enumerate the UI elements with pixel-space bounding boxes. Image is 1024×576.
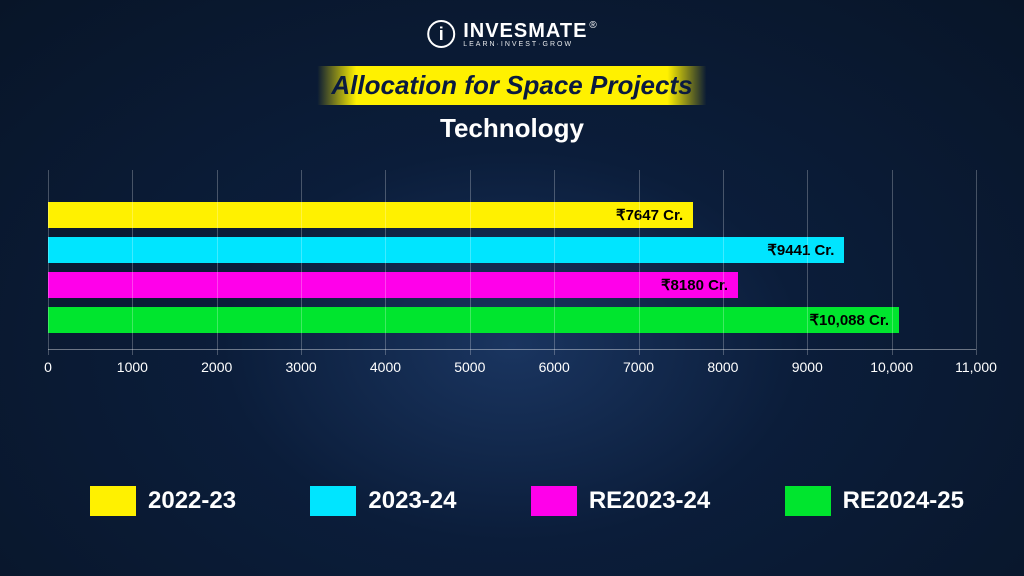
brand-name: INVESMATE [463,20,587,42]
legend-item: 2022-23 [90,486,236,516]
grid-line [892,170,893,355]
legend-swatch [90,486,136,516]
bar-value-label: ₹10,088 Cr. [809,311,889,329]
brand-mark: i [427,20,455,48]
grid-line [217,170,218,355]
grid-line [132,170,133,355]
legend-swatch [310,486,356,516]
axis-tick-label: 9000 [792,359,823,375]
brand-text: INVESMATE® LEARN·INVEST·GROW [463,21,597,48]
bar-value-label: ₹8180 Cr. [661,276,728,294]
axis-tick-label: 10,000 [870,359,913,375]
legend-label: 2022-23 [148,487,236,515]
bar: ₹9441 Cr. [48,237,844,263]
axis-tick-label: 1000 [117,359,148,375]
legend-label: 2023-24 [368,487,456,515]
brand-tagline: LEARN·INVEST·GROW [463,41,597,48]
brand-logo: i INVESMATE® LEARN·INVEST·GROW [427,20,597,48]
axis-tick-label: 2000 [201,359,232,375]
chart-subtitle: Technology [317,113,706,144]
legend-item: RE2023-24 [531,486,710,516]
axis-tick-label: 0 [44,359,52,375]
chart-title: Allocation for Space Projects [317,66,706,105]
chart-legend: 2022-23 2023-24 RE2023-24 RE2024-25 [90,486,964,516]
axis-tick-label: 3000 [286,359,317,375]
axis-tick-label: 11,000 [955,359,997,375]
axis-tick-label: 5000 [454,359,485,375]
axis-tick-label: 6000 [539,359,570,375]
grid-line [723,170,724,355]
grid-line [807,170,808,355]
grid-line [301,170,302,355]
legend-swatch [531,486,577,516]
legend-label: RE2023-24 [589,487,710,515]
grid-line [48,170,49,355]
legend-label: RE2024-25 [843,487,964,515]
bar-row: ₹10,088 Cr. [48,307,976,333]
bar-row: ₹7647 Cr. [48,202,976,228]
bar-row: ₹9441 Cr. [48,237,976,263]
bar-value-label: ₹7647 Cr. [616,206,683,224]
bar-value-label: ₹9441 Cr. [767,241,834,259]
bar: ₹8180 Cr. [48,272,738,298]
grid-line [385,170,386,355]
axis-tick-label: 7000 [623,359,654,375]
axis-tick-label: 8000 [707,359,738,375]
chart-bars: ₹7647 Cr. ₹9441 Cr. ₹8180 Cr. ₹10,088 Cr. [48,198,976,337]
chart-plot: ₹7647 Cr.₹9441 Cr.₹8180 Cr.₹10,088 Cr. 0… [48,170,976,350]
bar: ₹10,088 Cr. [48,307,899,333]
grid-line [976,170,977,355]
legend-item: RE2024-25 [785,486,964,516]
axis-tick-label: 4000 [370,359,401,375]
bar-row: ₹8180 Cr. [48,272,976,298]
bar: ₹7647 Cr. [48,202,693,228]
title-block: Allocation for Space Projects Technology [317,66,706,144]
allocation-chart: ₹7647 Cr.₹9441 Cr.₹8180 Cr.₹10,088 Cr. 0… [48,170,976,380]
legend-swatch [785,486,831,516]
grid-line [470,170,471,355]
legend-item: 2023-24 [310,486,456,516]
grid-line [554,170,555,355]
grid-line [639,170,640,355]
brand-registered: ® [589,20,596,31]
